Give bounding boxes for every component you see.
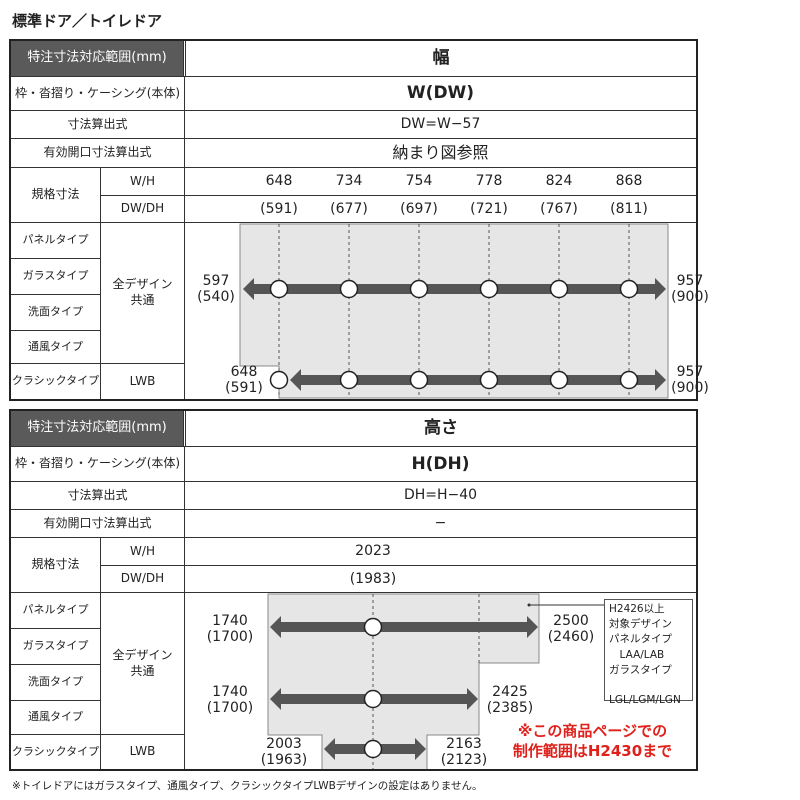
height-std-row2 <box>184 565 697 593</box>
height-calc-value: DH=H−40 <box>184 481 697 510</box>
page-title: 標準ドア／トイレドア <box>12 12 163 30</box>
w-std-value: 868 <box>615 173 643 189</box>
footnote: ※トイレドアにはガラスタイプ、通風タイプ、クラシックタイプLWBデザインの設定は… <box>12 780 483 792</box>
w-std-value: 824 <box>545 173 573 189</box>
height-std-row2-label: DW/DH <box>100 565 185 593</box>
h-std-value: 2023 <box>355 543 391 559</box>
type-washroom: 洗面タイプ <box>10 664 101 701</box>
width-frame-value: W(DW) <box>184 76 697 111</box>
width-std-row1-label: W/H <box>100 167 185 196</box>
width-arrow-all <box>243 278 666 300</box>
height-upper-max-label: 2500 (2460) <box>547 613 595 646</box>
height-std-row1 <box>184 537 697 566</box>
width-range-area <box>239 223 669 399</box>
dh-std-value: (1983) <box>349 571 397 587</box>
height-max-label: 2425 (2385) <box>486 684 534 717</box>
width-grid-lines <box>278 224 630 398</box>
type-ventilation: 通風タイプ <box>10 330 101 364</box>
w-std-value: 754 <box>405 173 433 189</box>
height-std-row1-label: W/H <box>100 537 185 566</box>
height-frame-label: 枠・沓摺り・ケーシング(本体) <box>10 446 185 482</box>
height-min-label: 1740 (1700) <box>206 684 254 717</box>
all-design-label: 全デザイン 共通 <box>100 592 185 735</box>
dw-std-value: (697) <box>400 201 438 217</box>
lwb-min-label: 648 (591) <box>225 364 263 397</box>
type-panel: パネルタイプ <box>10 222 101 259</box>
height-arrow-upper <box>270 616 538 638</box>
lwb-h-max-label: 2163 (2123) <box>440 736 488 769</box>
production-range-note: ※この商品ページでの 制作範囲はH2430まで <box>512 722 673 761</box>
width-min-label: 597 (540) <box>197 273 235 306</box>
type-glass: ガラスタイプ <box>10 258 101 295</box>
height-std-points <box>363 617 383 759</box>
type-panel: パネルタイプ <box>10 592 101 629</box>
height-upper-min-label: 1740 (1700) <box>206 613 254 646</box>
dw-std-value: (721) <box>470 201 508 217</box>
width-arrow-lwb <box>290 369 666 391</box>
dw-std-value: (677) <box>330 201 368 217</box>
lwb-label: LWB <box>100 734 185 770</box>
width-opening-label: 有効開口寸法算出式 <box>10 138 185 168</box>
width-std-row2 <box>184 195 697 223</box>
width-calc-label: 寸法算出式 <box>10 110 185 139</box>
width-calc-value: DW=W−57 <box>184 110 697 139</box>
type-ventilation: 通風タイプ <box>10 700 101 735</box>
height-header-value: 高さ <box>185 410 697 447</box>
height-calc-label: 寸法算出式 <box>10 481 185 510</box>
type-classic: クラシックタイプ <box>10 363 101 400</box>
width-std-points <box>269 279 639 390</box>
lwb-h-min-label: 2003 (1963) <box>260 736 308 769</box>
dw-std-value: (591) <box>260 201 298 217</box>
height-table-border <box>9 409 698 771</box>
dw-std-value: (767) <box>540 201 578 217</box>
dw-std-value: (811) <box>610 201 648 217</box>
w-std-value: 734 <box>335 173 363 189</box>
all-design-label: 全デザイン 共通 <box>100 222 185 364</box>
w-std-value: 648 <box>265 173 293 189</box>
w-std-value: 778 <box>475 173 503 189</box>
height-frame-value: H(DH) <box>184 446 697 482</box>
target-design-note: H2426以上 対象デザイン パネルタイプ LAA/LAB ガラスタイプ LGL/… <box>604 599 693 706</box>
height-range-area <box>267 593 540 771</box>
width-table-border <box>9 39 698 401</box>
